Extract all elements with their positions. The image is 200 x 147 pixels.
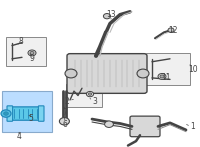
Circle shape: [59, 118, 69, 125]
Circle shape: [168, 28, 174, 32]
Circle shape: [158, 74, 166, 79]
Circle shape: [65, 69, 77, 78]
Text: 7: 7: [63, 108, 67, 117]
Text: 5: 5: [29, 114, 33, 123]
FancyBboxPatch shape: [66, 84, 102, 107]
FancyBboxPatch shape: [2, 91, 52, 132]
Circle shape: [105, 121, 113, 127]
FancyBboxPatch shape: [67, 54, 147, 93]
Text: 2: 2: [65, 97, 69, 106]
FancyBboxPatch shape: [8, 107, 43, 120]
FancyBboxPatch shape: [130, 116, 160, 137]
FancyBboxPatch shape: [7, 106, 13, 121]
Text: 3: 3: [93, 97, 97, 106]
Text: 8: 8: [19, 37, 23, 46]
Text: 11: 11: [161, 73, 171, 82]
Text: 4: 4: [17, 132, 21, 141]
FancyBboxPatch shape: [38, 106, 44, 121]
Text: 1: 1: [191, 122, 195, 131]
Text: 9: 9: [30, 54, 34, 63]
Text: 12: 12: [168, 26, 178, 35]
FancyBboxPatch shape: [6, 37, 46, 66]
FancyBboxPatch shape: [146, 53, 190, 85]
Circle shape: [1, 110, 11, 117]
Text: 13: 13: [106, 10, 116, 19]
Circle shape: [28, 50, 36, 56]
Circle shape: [137, 69, 149, 78]
Text: 6: 6: [63, 120, 67, 129]
Circle shape: [88, 93, 92, 95]
Text: 10: 10: [188, 65, 198, 74]
Circle shape: [103, 14, 111, 19]
Circle shape: [4, 112, 8, 115]
Circle shape: [30, 51, 34, 54]
Circle shape: [86, 91, 94, 97]
Circle shape: [160, 75, 164, 78]
